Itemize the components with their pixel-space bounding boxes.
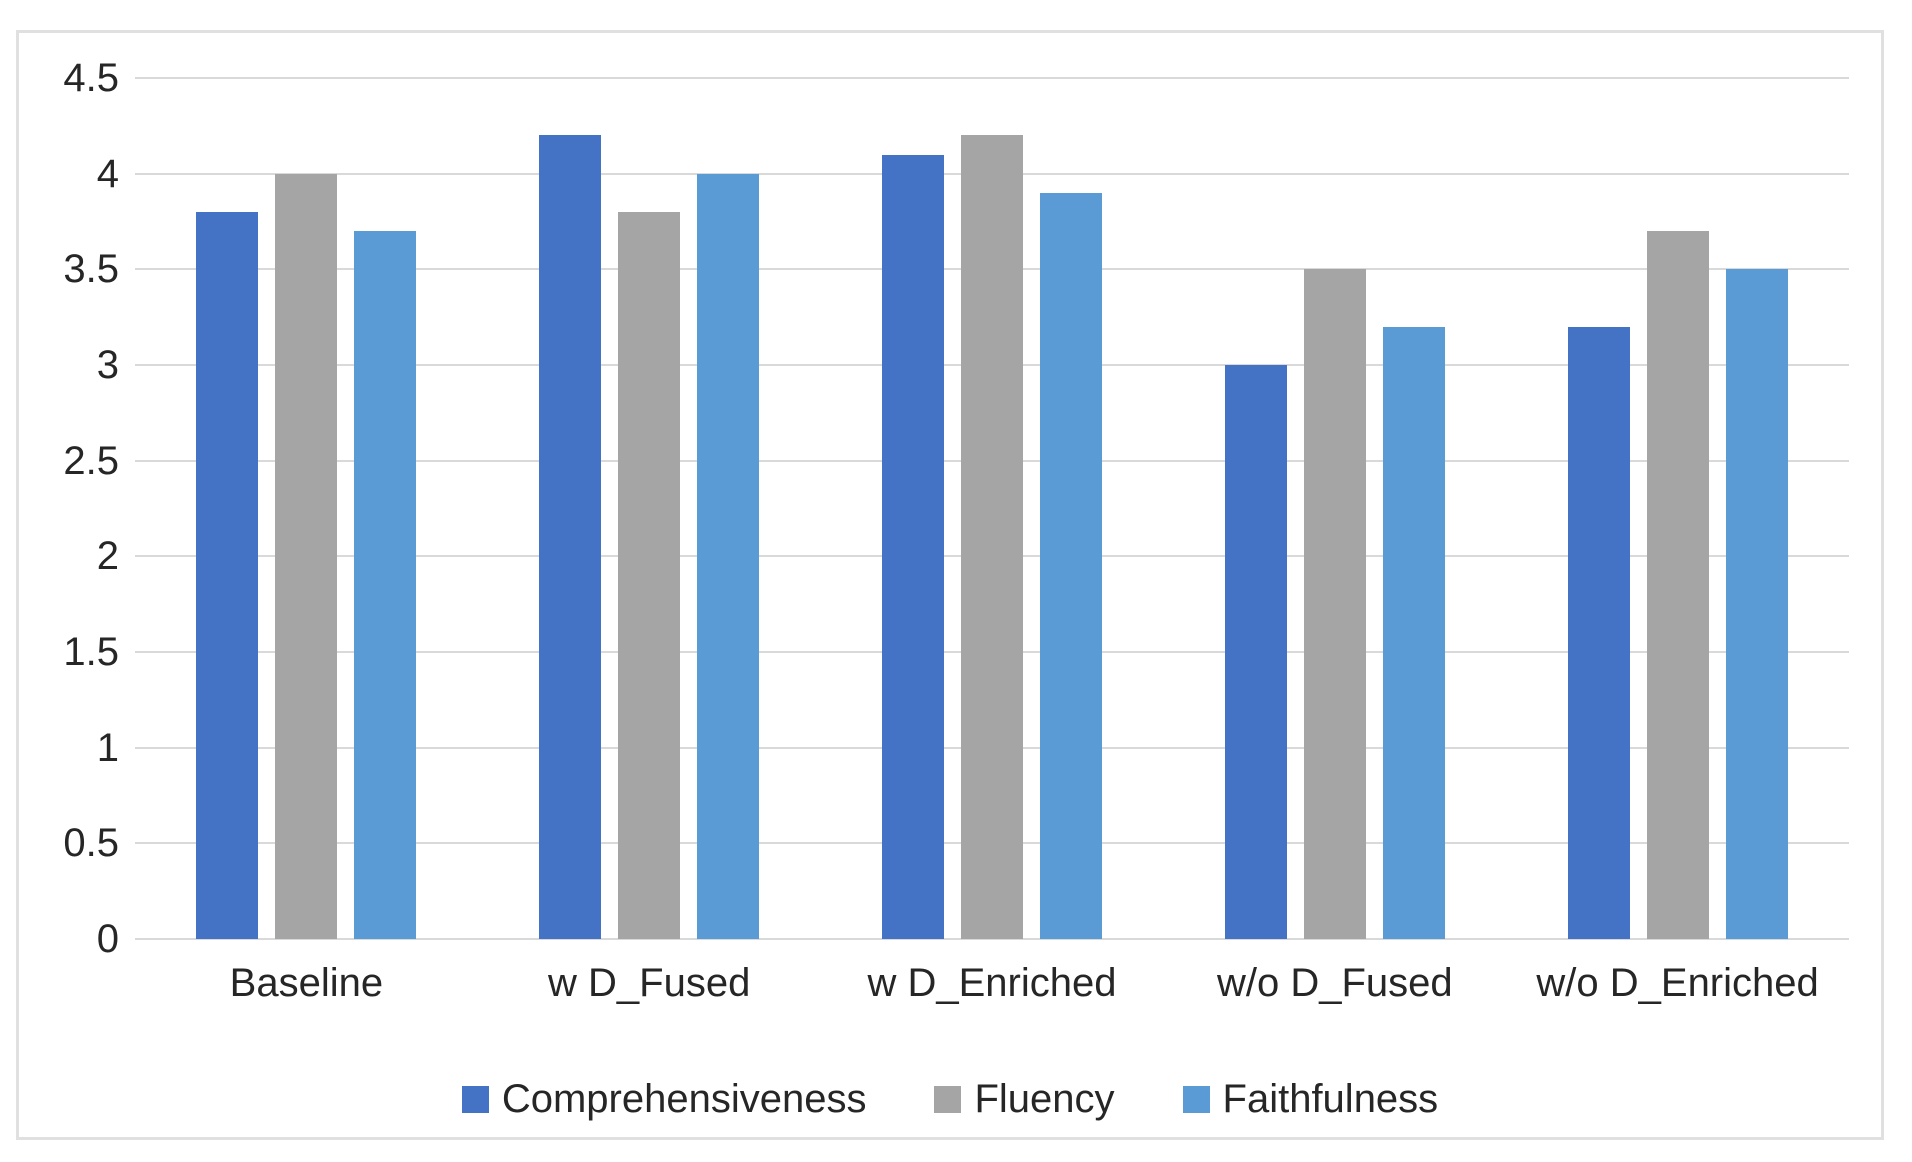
bar-group [135,78,478,939]
legend-label: Faithfulness [1222,1077,1439,1121]
x-axis-category-label: w/o D_Fused [1216,961,1453,1005]
bar-comprehensiveness [881,154,944,939]
y-axis-tick-label: 2 [96,534,119,579]
x-axis-category-label: Baseline [229,961,384,1005]
bar-fluency [960,135,1023,939]
bar-comprehensiveness [1567,326,1630,939]
bar-faithfulness [697,173,760,939]
x-axis-category-labels: Baseline w D_Fused w D_Enriched w/o D_Fused… [135,958,1849,1014]
legend-item: Faithfulness [1182,1075,1439,1123]
plot-area [135,77,1849,940]
gridline [135,938,1849,940]
bar-comprehensiveness [1224,365,1287,939]
legend-item: Comprehensiveness [461,1075,867,1123]
bar-faithfulness [1382,326,1445,939]
bar-fluency [618,211,681,939]
legend: Comprehensiveness Fluency Faithfulness [19,1075,1881,1123]
y-axis-tick-label: 1.5 [63,630,119,674]
legend-item: Fluency [934,1075,1115,1123]
legend-swatch-icon [461,1085,489,1113]
bar-faithfulness [1039,192,1102,939]
bar-comprehensiveness [539,135,602,939]
y-axis-tick-label: 0 [96,917,119,961]
bar-group [1506,78,1849,939]
chart-frame: 0 0.5 1 1.5 2 2.5 3 3.5 4 4.5 Baseline w D_Fused w … [16,30,1884,1140]
y-axis-tick-label: 3.5 [63,247,119,292]
bar-faithfulness [354,231,417,939]
x-axis-category-label: w D_Fused [548,961,751,1005]
y-axis-tick-label: 4.5 [63,56,119,100]
y-axis-tick-label: 2.5 [63,438,119,483]
legend-swatch-icon [934,1085,962,1113]
bar-fluency [1646,231,1709,939]
x-axis-category-label: w D_Enriched [867,961,1117,1005]
y-axis-tick-label: 0.5 [63,821,119,866]
x-axis-category-label: w/o D_Enriched [1536,961,1819,1005]
bar-group [478,78,821,939]
bar-comprehensiveness [196,211,259,939]
bar-group [821,78,1164,939]
legend-label: Comprehensiveness [501,1077,867,1121]
legend-label: Fluency [974,1077,1115,1121]
bar-fluency [275,173,338,939]
y-axis-tick-label: 1 [96,725,119,770]
y-axis-tick-label: 3 [96,343,119,387]
legend-swatch-icon [1182,1085,1210,1113]
bar-fluency [1303,269,1366,939]
y-axis-tick-label: 4 [96,151,119,196]
gridline [135,77,1849,79]
bar-faithfulness [1725,269,1788,939]
bar-group [1163,78,1506,939]
